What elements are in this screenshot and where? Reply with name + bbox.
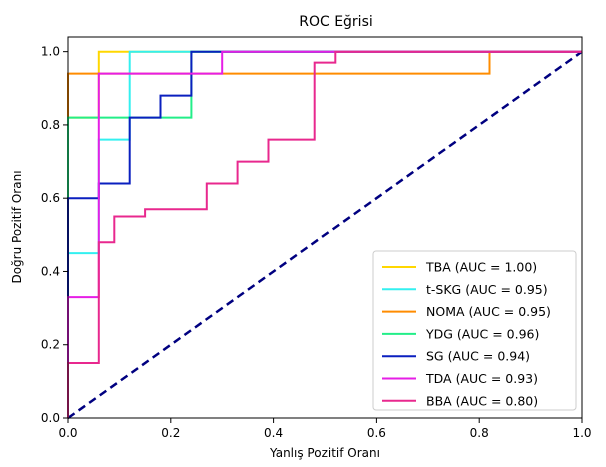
y-axis-ticks: 0.0 0.2 0.4 0.6 0.8 1.0 [41,45,68,425]
x-tick-label: 0.6 [367,426,386,440]
y-axis-title: Doğru Pozitif Oranı [10,170,24,283]
legend-label-0: TBA (AUC = 1.00) [425,260,537,275]
x-tick-label: 0.4 [264,426,283,440]
legend-label-1: t-SKG (AUC = 0.95) [426,282,548,297]
legend-label-4: SG (AUC = 0.94) [426,349,530,364]
y-tick-label: 0.4 [41,264,60,278]
legend-box [372,250,577,411]
y-tick-label: 0.6 [41,191,60,205]
y-tick-label: 1.0 [41,45,60,59]
x-axis-title: Yanlış Pozitif Oranı [269,446,380,460]
plot-border [67,36,583,419]
chart-title: ROC Eğrisi [299,14,373,30]
x-tick-label: 0.8 [470,426,489,440]
roc-series-line-6 [67,50,582,418]
roc-series-line-1 [67,50,582,418]
roc-series-line-4 [67,50,582,418]
x-tick-label: 0.2 [161,426,180,440]
legend-label-6: BBA (AUC = 0.80) [426,393,538,408]
plot-area [67,36,583,420]
y-tick-label: 0.2 [41,338,60,352]
x-axis-ticks: 0.0 0.2 0.4 0.6 0.8 1.0 [58,418,592,440]
diagonal-reference-line [67,50,583,420]
y-tick-label: 0.8 [41,118,60,132]
diagonal-layer [67,50,583,420]
x-tick-label: 1.0 [572,426,591,440]
y-tick-label: 0.0 [41,411,60,425]
legend: TBA (AUC = 1.00) t-SKG (AUC = 0.95) NOMA (… [372,250,577,411]
legend-label-2: NOMA (AUC = 0.95) [426,304,551,319]
legend-label-3: YDG (AUC = 0.96) [425,326,539,341]
legend-label-5: TDA (AUC = 0.93) [425,371,538,386]
x-tick-label: 0.0 [58,426,77,440]
